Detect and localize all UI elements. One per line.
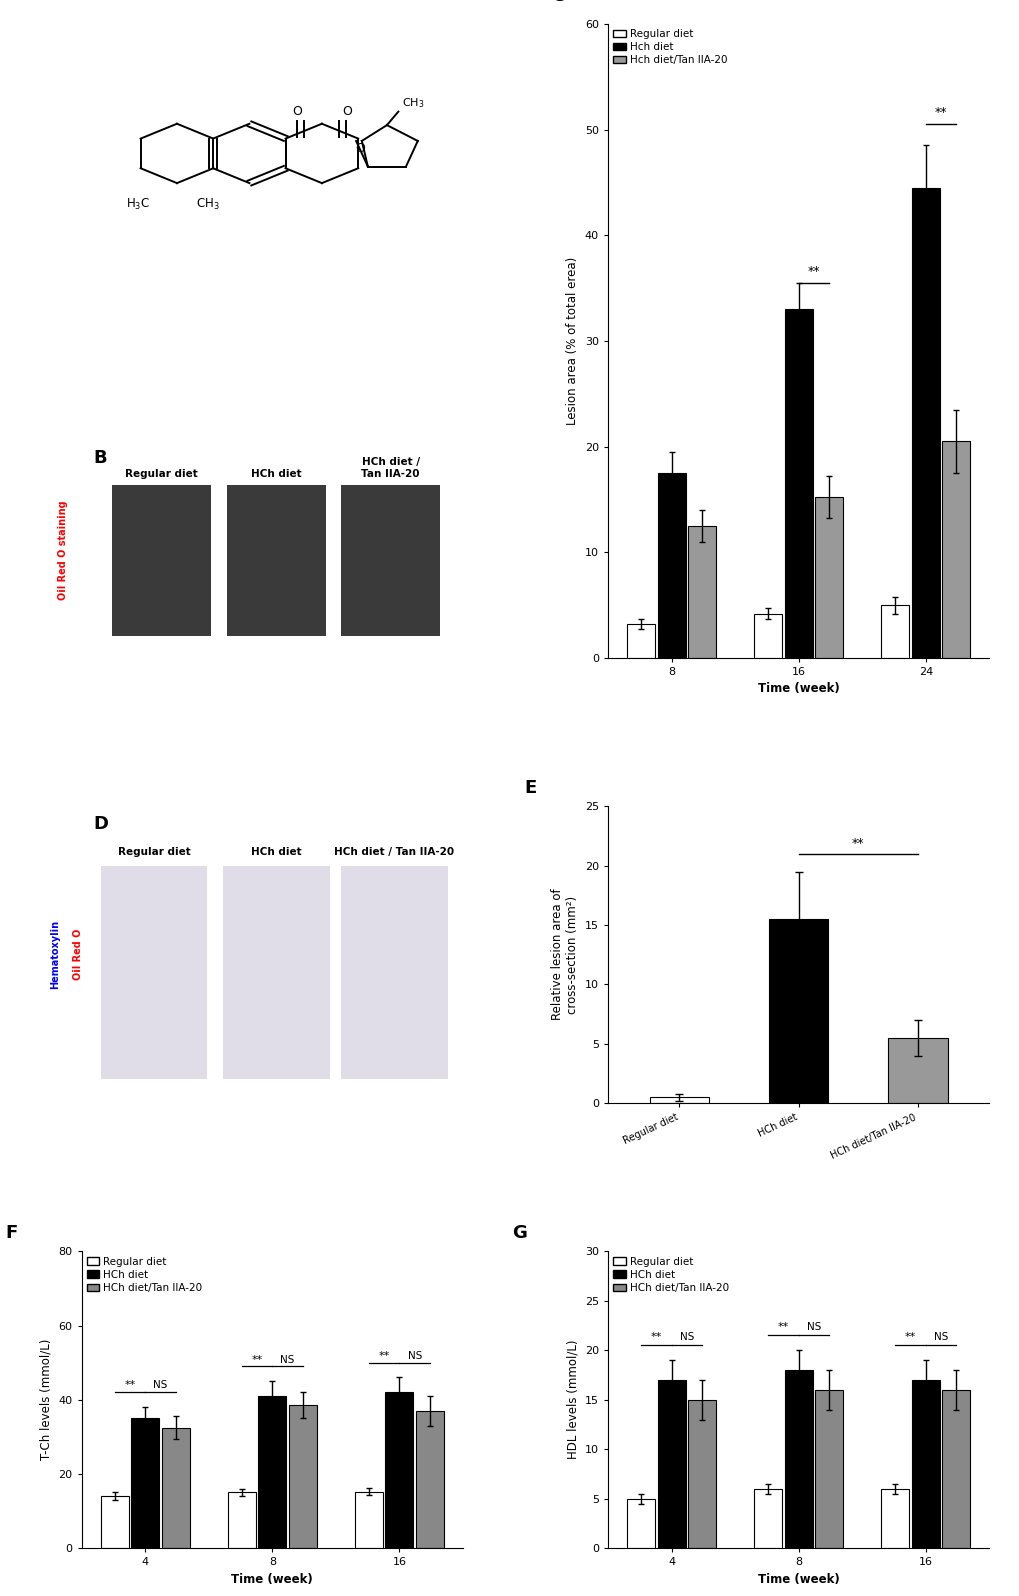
Text: HCh diet /
Tan IIA-20: HCh diet / Tan IIA-20 xyxy=(361,456,420,479)
Text: O: O xyxy=(355,142,365,155)
Text: Oil Red O: Oil Red O xyxy=(72,929,83,980)
Bar xyxy=(688,525,715,658)
Bar xyxy=(814,498,843,658)
Bar xyxy=(657,472,685,658)
Bar xyxy=(627,624,654,658)
Y-axis label: Relative lesion area of
cross-section (mm²): Relative lesion area of cross-section (m… xyxy=(550,889,579,1020)
Bar xyxy=(627,1499,654,1548)
Text: CH$_3$: CH$_3$ xyxy=(401,96,424,110)
Text: Oil Red O staining: Oil Red O staining xyxy=(57,500,67,600)
Bar xyxy=(355,1492,382,1548)
Text: NS: NS xyxy=(933,1333,948,1342)
Bar xyxy=(288,1406,317,1548)
Bar xyxy=(340,865,447,1079)
Bar xyxy=(768,919,827,1103)
Text: NS: NS xyxy=(408,1350,422,1361)
Bar xyxy=(416,1411,443,1548)
Text: NS: NS xyxy=(280,1355,294,1365)
Y-axis label: Lesion area (% of total erea): Lesion area (% of total erea) xyxy=(566,257,579,425)
Text: B: B xyxy=(93,448,107,466)
Text: NS: NS xyxy=(679,1333,693,1342)
Text: CH$_3$: CH$_3$ xyxy=(196,196,219,212)
Bar xyxy=(880,1489,909,1548)
Bar xyxy=(814,1390,843,1548)
Y-axis label: T-Ch levels (mmol/L): T-Ch levels (mmol/L) xyxy=(40,1339,53,1460)
Text: E: E xyxy=(524,779,536,798)
Text: HCh diet / Tan IIA-20: HCh diet / Tan IIA-20 xyxy=(334,847,454,857)
Bar xyxy=(131,1419,159,1548)
Text: HCh diet: HCh diet xyxy=(251,469,302,479)
Bar xyxy=(784,1369,812,1548)
X-axis label: Time (week): Time (week) xyxy=(757,683,839,696)
Bar xyxy=(911,1381,938,1548)
Text: **: ** xyxy=(378,1350,389,1361)
Bar xyxy=(161,1427,190,1548)
Text: D: D xyxy=(93,816,108,833)
Text: NS: NS xyxy=(806,1323,820,1333)
Bar xyxy=(649,1096,708,1103)
X-axis label: Time (week): Time (week) xyxy=(231,1572,313,1586)
Bar xyxy=(753,1489,782,1548)
Bar xyxy=(942,1390,969,1548)
Text: **: ** xyxy=(904,1333,915,1342)
Text: O: O xyxy=(341,105,352,118)
Bar xyxy=(888,1037,947,1103)
Bar xyxy=(657,1381,685,1548)
Text: **: ** xyxy=(650,1333,661,1342)
Legend: Regular diet, Hch diet, Hch diet/Tan IIA-20: Regular diet, Hch diet, Hch diet/Tan IIA… xyxy=(612,29,727,65)
X-axis label: Time (week): Time (week) xyxy=(757,1572,839,1586)
Text: **: ** xyxy=(124,1381,136,1390)
Text: Regular diet: Regular diet xyxy=(125,469,198,479)
Bar xyxy=(101,865,207,1079)
Bar xyxy=(226,485,325,637)
Text: H$_3$C: H$_3$C xyxy=(126,196,150,212)
Text: **: ** xyxy=(777,1323,789,1333)
Bar xyxy=(101,1495,128,1548)
Bar xyxy=(385,1392,413,1548)
Legend: Regular diet, HCh diet, HCh diet/Tan IIA-20: Regular diet, HCh diet, HCh diet/Tan IIA… xyxy=(87,1256,203,1293)
Text: **: ** xyxy=(851,838,864,851)
Text: Hematoxylin: Hematoxylin xyxy=(50,919,60,990)
Legend: Regular diet, HCh diet, HCh diet/Tan IIA-20: Regular diet, HCh diet, HCh diet/Tan IIA… xyxy=(612,1256,729,1293)
Bar xyxy=(784,310,812,658)
Text: G: G xyxy=(513,1224,527,1242)
Bar xyxy=(942,440,969,658)
Text: **: ** xyxy=(252,1355,263,1365)
Text: NS: NS xyxy=(153,1381,167,1390)
Bar xyxy=(340,485,440,637)
Text: O: O xyxy=(291,105,302,118)
Text: F: F xyxy=(5,1224,17,1242)
Bar xyxy=(880,605,909,658)
Text: Regular diet: Regular diet xyxy=(117,847,191,857)
Bar xyxy=(258,1396,286,1548)
Bar xyxy=(688,1400,715,1548)
Bar xyxy=(222,865,329,1079)
Text: **: ** xyxy=(934,105,947,120)
Text: **: ** xyxy=(807,265,819,278)
Bar xyxy=(911,188,938,658)
Bar xyxy=(753,613,782,658)
Bar xyxy=(112,485,211,637)
Y-axis label: HDL levels (mmol/L): HDL levels (mmol/L) xyxy=(566,1341,579,1459)
Bar xyxy=(227,1492,256,1548)
Text: C: C xyxy=(550,0,564,5)
Text: HCh diet: HCh diet xyxy=(251,847,302,857)
